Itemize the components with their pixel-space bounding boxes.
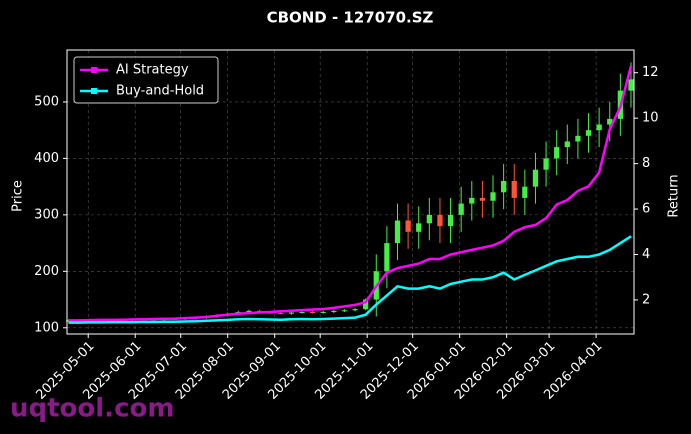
- y-tick-label: 500: [34, 94, 59, 109]
- y2-tick-label: 4: [642, 247, 650, 262]
- candle-body: [564, 141, 570, 148]
- watermark: uqtool.com: [10, 394, 174, 424]
- candle-body: [309, 311, 316, 313]
- candle-body: [479, 197, 486, 201]
- candle-body: [447, 214, 454, 227]
- candle-body: [522, 186, 528, 198]
- candle-body: [278, 313, 284, 315]
- return-line: [68, 235, 632, 324]
- candle-body: [299, 311, 305, 313]
- candle-body: [575, 135, 581, 142]
- candle-body: [394, 220, 401, 244]
- chart-title: CBOND - 127070.SZ: [267, 9, 434, 27]
- y-tick-label: 200: [34, 264, 59, 279]
- candle-body: [288, 312, 294, 314]
- y2-tick-label: 6: [642, 202, 650, 217]
- y-axis-label: Price: [11, 180, 26, 212]
- candle-body: [554, 147, 560, 159]
- legend-label: Buy-and-Hold: [116, 84, 204, 99]
- candle-body: [628, 79, 634, 91]
- candle-body: [469, 197, 475, 204]
- legend-box: [73, 56, 219, 104]
- candle-body: [543, 158, 549, 170]
- y2-axis-label: Return: [667, 174, 682, 217]
- candle-body: [320, 311, 326, 313]
- candle-body: [596, 124, 602, 131]
- legend-label: AI Strategy: [116, 63, 189, 78]
- candle-body: [246, 310, 252, 312]
- candle-body: [585, 130, 592, 136]
- candle-body: [500, 180, 507, 193]
- y2-tick-label: 10: [642, 111, 659, 126]
- y-tick-label: 100: [34, 320, 59, 335]
- candle-body: [405, 220, 411, 232]
- candle-body: [331, 310, 337, 312]
- return-line: [68, 65, 633, 322]
- y2-tick-label: 2: [642, 292, 650, 307]
- legend-marker: [91, 67, 97, 73]
- candle-body: [458, 203, 464, 215]
- candle-body: [437, 214, 443, 227]
- candle-body: [607, 118, 613, 125]
- plot-frame: [66, 49, 635, 335]
- y-tick-label: 400: [34, 151, 59, 166]
- candle-body: [384, 243, 390, 272]
- candle-body: [352, 309, 358, 311]
- legend-marker: [91, 88, 97, 94]
- candle-body: [532, 169, 539, 187]
- candle-body: [363, 299, 369, 310]
- candle-body: [490, 192, 496, 201]
- candle-body: [341, 310, 348, 312]
- candle-body: [511, 180, 517, 198]
- y2-tick-label: 12: [642, 65, 659, 80]
- y-tick-label: 300: [34, 207, 59, 222]
- y2-tick-label: 8: [642, 156, 650, 171]
- candle-body: [426, 214, 432, 224]
- candle-body: [416, 223, 422, 232]
